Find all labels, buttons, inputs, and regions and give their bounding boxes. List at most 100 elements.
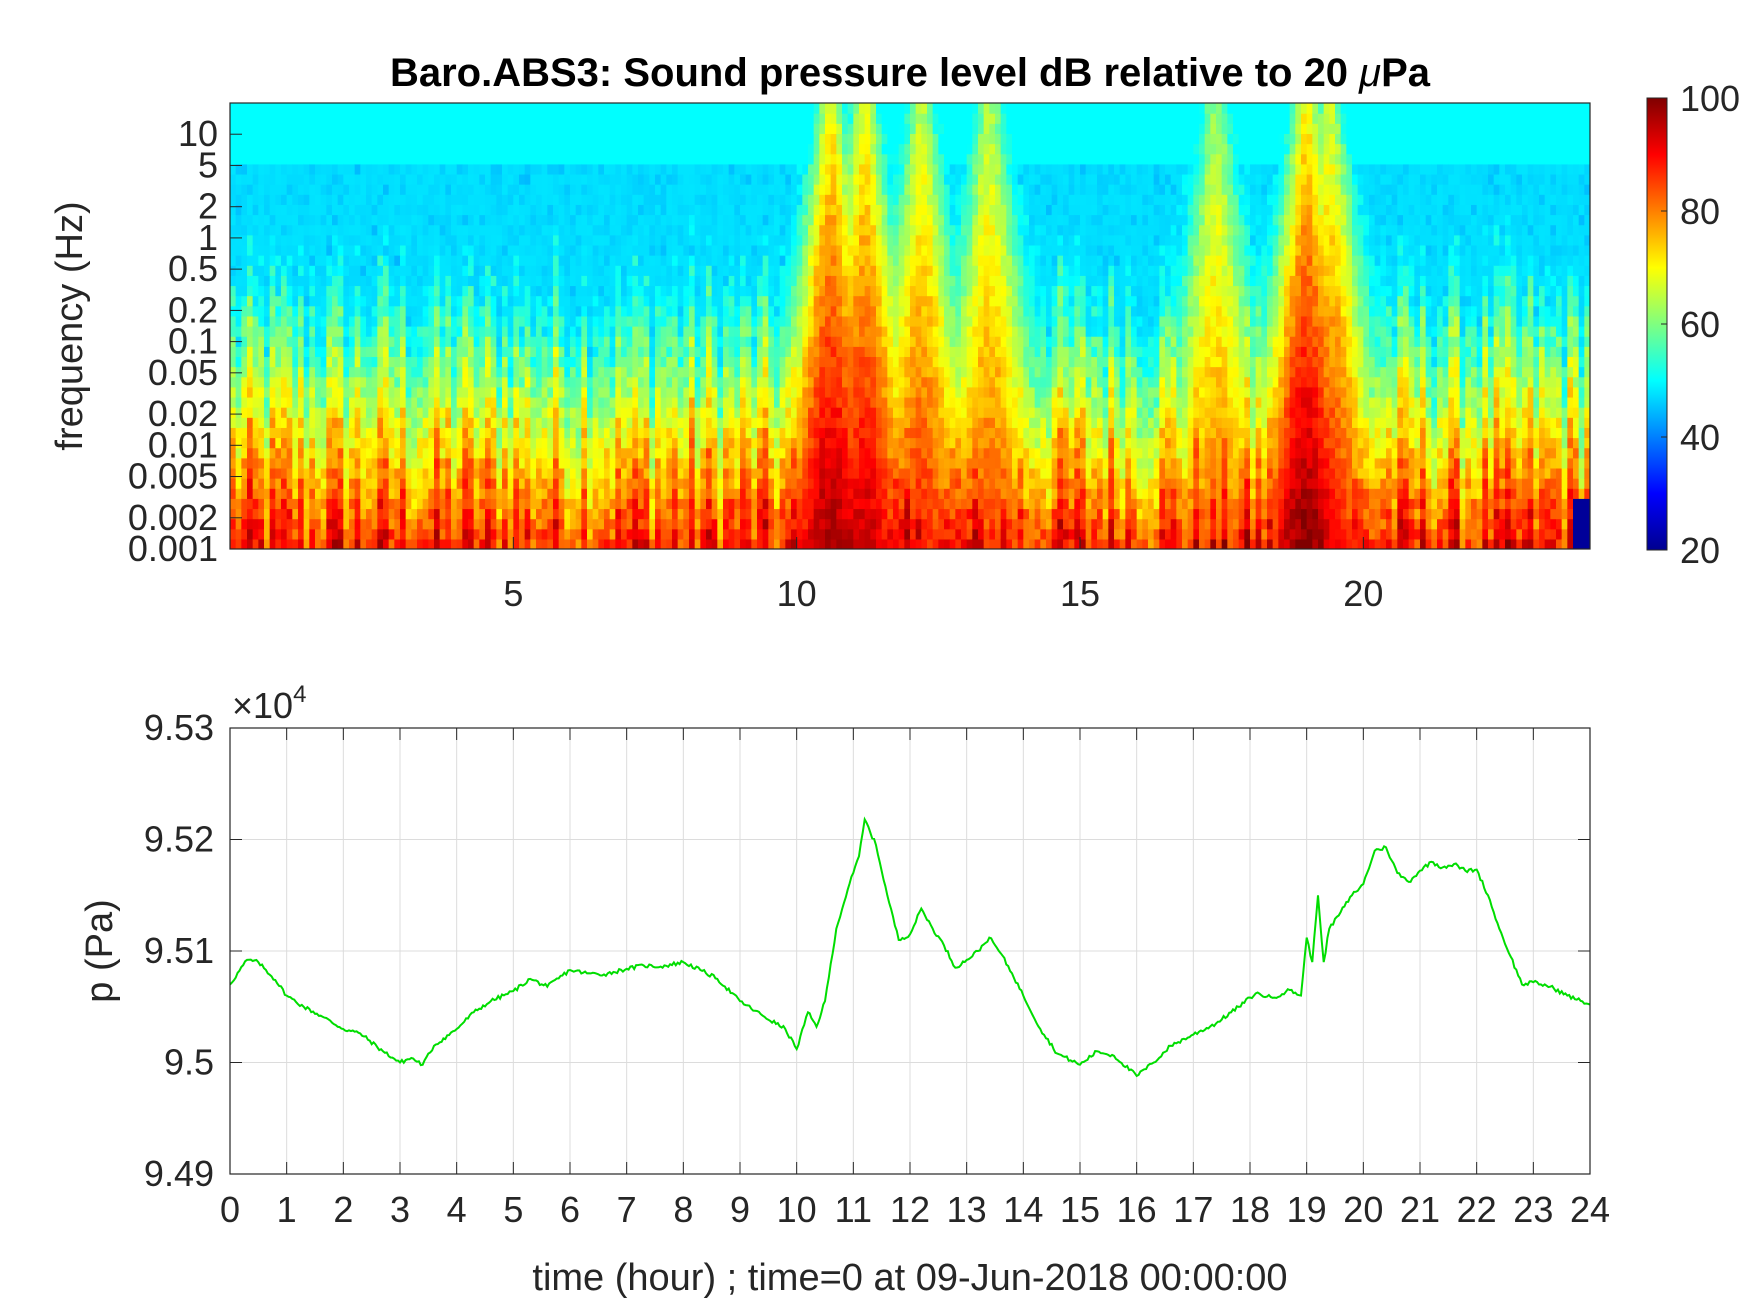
spectrogram-cell	[451, 305, 458, 317]
spectrogram-cell	[479, 427, 486, 439]
spectrogram-cell	[326, 457, 333, 469]
spectrogram-cell	[575, 255, 582, 266]
spectrogram-cell	[428, 336, 435, 347]
spectrogram-cell	[524, 214, 531, 226]
spectrogram-cell	[717, 123, 724, 135]
spectrogram-cell	[524, 315, 531, 327]
spectrogram-cell	[524, 396, 531, 408]
spectrogram-cell	[774, 437, 781, 449]
spectrogram-cell	[677, 407, 684, 418]
spectrogram-cell	[405, 326, 412, 337]
spectrogram-cell	[853, 346, 860, 358]
spectrogram-cell	[445, 255, 452, 266]
spectrogram-cell	[791, 255, 798, 266]
spectrogram-cell	[587, 184, 594, 195]
spectrogram-cell	[558, 123, 565, 135]
spectrogram-cell	[598, 224, 605, 236]
spectrogram-cell	[689, 305, 696, 317]
spectrogram-cell	[847, 153, 854, 165]
spectrogram-cell	[530, 386, 537, 398]
spectrogram-cell	[241, 326, 248, 337]
spectrogram-cell	[468, 407, 475, 418]
spectrogram-cell	[394, 356, 401, 368]
spectrogram-cell	[400, 163, 407, 175]
spectrogram-cell	[388, 204, 395, 216]
spectrogram-cell	[740, 488, 747, 499]
spectrogram-cell	[825, 488, 832, 499]
spectrogram-cell	[689, 336, 696, 347]
spectrogram-cell	[269, 234, 276, 246]
spectrogram-cell	[360, 143, 367, 155]
spectrogram-cell	[337, 285, 344, 297]
spectrogram-cell	[422, 467, 429, 479]
spectrogram-cell	[524, 447, 531, 459]
spectrogram-cell	[536, 427, 543, 439]
spectrogram-cell	[813, 326, 820, 337]
spectrogram-cell	[524, 143, 531, 155]
spectrogram-cell	[354, 437, 361, 449]
spectrogram-cell	[377, 173, 384, 185]
spectrogram-cell	[541, 447, 548, 459]
spectrogram-cell	[683, 396, 690, 408]
spectrogram-cell	[383, 447, 390, 459]
spectrogram-cell	[524, 204, 531, 216]
spectrogram-cell	[485, 143, 492, 155]
spectrogram-cell	[547, 326, 554, 337]
spectrogram-cell	[519, 326, 526, 337]
spectrogram-cell	[666, 224, 673, 236]
spectrogram-cell	[581, 234, 588, 246]
spectrogram-cell	[666, 113, 673, 124]
spectrogram-cell	[485, 326, 492, 337]
spectrogram-cell	[836, 255, 843, 266]
spectrogram-cell	[615, 275, 622, 287]
spectrogram-cell	[286, 457, 293, 469]
spectrogram-cell	[298, 528, 305, 540]
spectrogram-cell	[774, 386, 781, 398]
spectrogram-cell	[598, 163, 605, 175]
spectrogram-cell	[717, 113, 724, 124]
spectrogram-cell	[553, 508, 560, 520]
spectrogram-cell	[388, 133, 395, 145]
spectrogram-cell	[791, 153, 798, 165]
spectrogram-cell	[303, 528, 310, 540]
spectrogram-cell	[439, 457, 446, 469]
spectrogram-cell	[802, 447, 809, 459]
spectrogram-cell	[604, 498, 611, 510]
spectrogram-cell	[723, 214, 730, 226]
spectrogram-cell	[643, 204, 650, 216]
spectrogram-cell	[638, 194, 645, 205]
spectrogram-cell	[615, 478, 622, 489]
spectrogram-cell	[791, 417, 798, 428]
spectrogram-cell	[689, 356, 696, 368]
spectrogram-cell	[371, 538, 378, 549]
spectrogram-cell	[366, 467, 373, 479]
spectrogram-cell	[366, 356, 373, 368]
spectrogram-cell	[853, 407, 860, 418]
spectrogram-cell	[337, 488, 344, 499]
spectrogram-cell	[439, 194, 446, 205]
spectrogram-cell	[400, 285, 407, 297]
spectrogram-cell	[247, 447, 254, 459]
spectrogram-cell	[252, 123, 259, 135]
spectrogram-cell	[247, 285, 254, 297]
spectrogram-cell	[717, 224, 724, 236]
spectrogram-cell	[366, 538, 373, 549]
spectrogram-cell	[649, 305, 656, 317]
spectrogram-cell	[377, 427, 384, 439]
spectrogram-cell	[694, 163, 701, 175]
spectrogram-cell	[547, 315, 554, 327]
spectrogram-cell	[388, 123, 395, 135]
spectrogram-cell	[298, 356, 305, 368]
spectrogram-cell	[337, 214, 344, 226]
spectrogram-cell	[853, 315, 860, 327]
spectrogram-cell	[298, 538, 305, 549]
spectrogram-cell	[785, 386, 792, 398]
spectrogram-cell	[400, 214, 407, 226]
spectrogram-cell	[264, 113, 271, 124]
spectrogram-cell	[434, 417, 441, 428]
spectrogram-cell	[269, 163, 276, 175]
spectrogram-cell	[694, 234, 701, 246]
spectrogram-cell	[581, 113, 588, 124]
spectrogram-cell	[366, 184, 373, 195]
spectrogram-cell	[745, 427, 752, 439]
